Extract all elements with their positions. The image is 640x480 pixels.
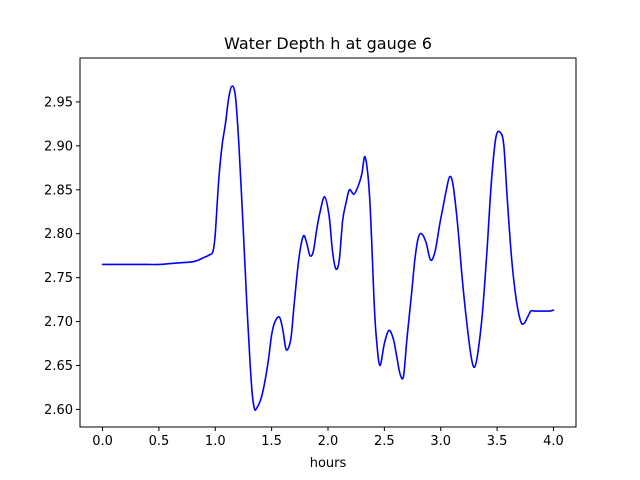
x-axis-label: hours <box>310 456 347 471</box>
y-tick-label: 2.80 <box>44 227 73 242</box>
y-tick-label: 2.90 <box>44 139 73 154</box>
x-tick-label: 4.0 <box>543 434 564 449</box>
y-tick-label: 2.70 <box>44 315 73 330</box>
series-line-h <box>101 85 555 411</box>
x-tick-label: 0.0 <box>92 434 113 449</box>
y-tick-label: 2.85 <box>44 183 73 198</box>
y-tick-label: 2.95 <box>44 95 73 110</box>
x-tick-label: 2.5 <box>374 434 395 449</box>
x-tick-label: 3.5 <box>487 434 508 449</box>
y-tick-label: 2.60 <box>44 403 73 418</box>
chart-title: Water Depth h at gauge 6 <box>224 34 432 53</box>
x-tick-label: 3.0 <box>430 434 451 449</box>
x-tick-label: 0.5 <box>149 434 170 449</box>
x-tick-label: 2.0 <box>318 434 339 449</box>
y-tick-label: 2.75 <box>44 271 73 286</box>
plot-area <box>101 85 555 411</box>
x-tick-label: 1.5 <box>261 434 282 449</box>
x-tick-label: 1.0 <box>205 434 226 449</box>
y-axis-ticks: 2.60 2.65 2.70 2.75 2.80 2.85 2.90 2.95 <box>44 95 80 418</box>
y-tick-label: 2.65 <box>44 359 73 374</box>
x-axis-ticks: 0.0 0.5 1.0 1.5 2.0 2.5 3.0 3.5 4.0 <box>92 427 564 449</box>
